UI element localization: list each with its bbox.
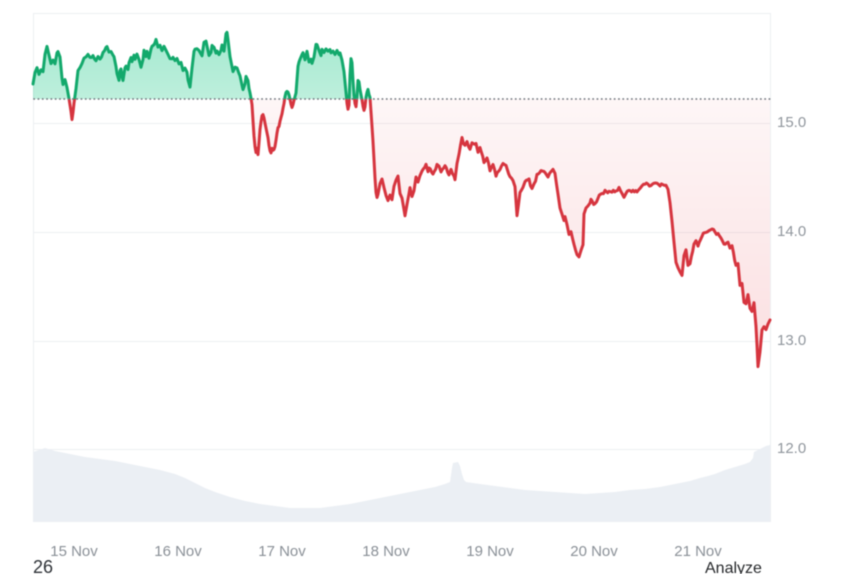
svg-text:21 Nov: 21 Nov <box>674 543 722 560</box>
svg-text:19 Nov: 19 Nov <box>466 543 514 560</box>
svg-text:14.0: 14.0 <box>777 223 806 240</box>
svg-text:12.0: 12.0 <box>777 440 806 457</box>
svg-text:20 Nov: 20 Nov <box>570 543 618 560</box>
svg-text:Analyze: Analyze <box>705 560 762 574</box>
svg-text:15 Nov: 15 Nov <box>50 543 98 560</box>
svg-text:16 Nov: 16 Nov <box>154 543 202 560</box>
svg-text:26: 26 <box>33 557 53 574</box>
svg-text:18 Nov: 18 Nov <box>362 543 410 560</box>
svg-text:17 Nov: 17 Nov <box>258 543 306 560</box>
svg-text:15.0: 15.0 <box>777 114 806 131</box>
svg-text:13.0: 13.0 <box>777 332 806 349</box>
